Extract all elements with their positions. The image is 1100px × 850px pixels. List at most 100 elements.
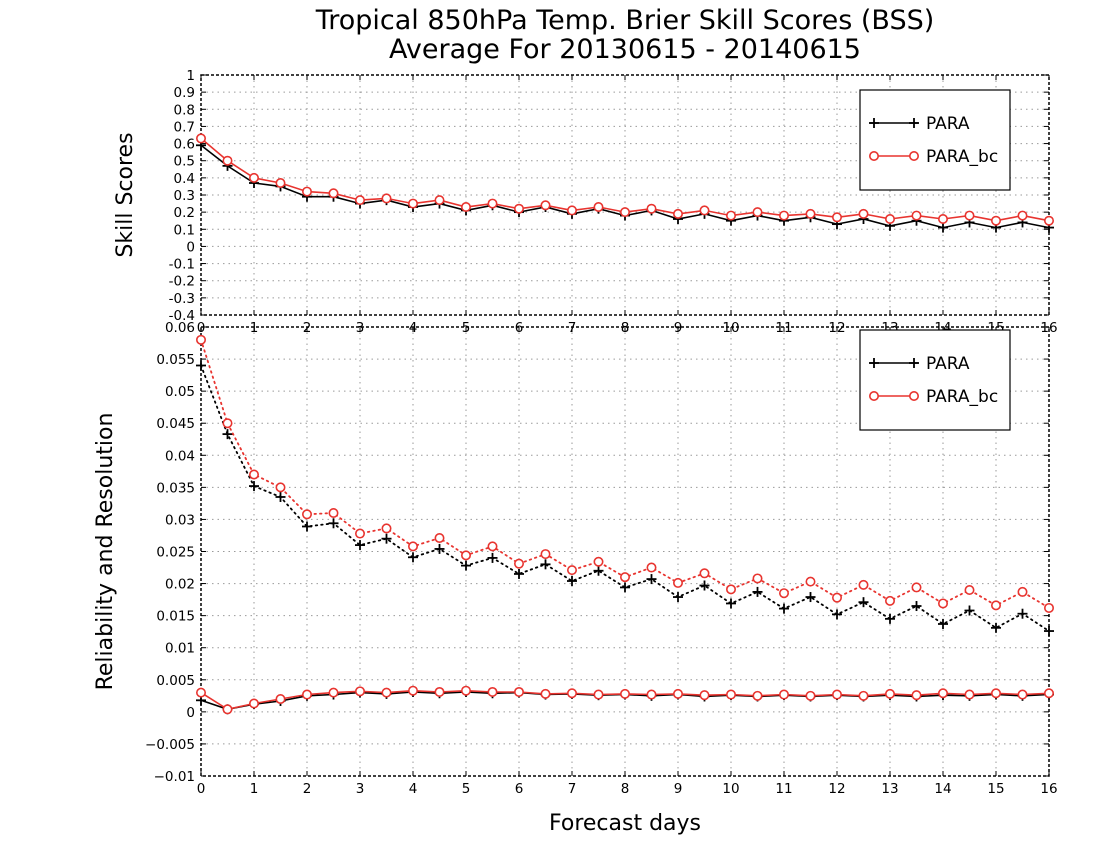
data-point (884, 595, 895, 606)
data-point (725, 689, 736, 700)
data-point (514, 568, 524, 579)
data-point (646, 203, 657, 214)
data-point (726, 598, 736, 609)
data-point (858, 579, 869, 590)
data-point (672, 577, 683, 588)
data-point (964, 210, 975, 221)
data-point (593, 565, 604, 576)
data-point (778, 210, 789, 221)
reliability-resolution-panel: −0.01 −0.005 0 0.005 0.01 0.015 0.02 0.025 0.03 0… (93, 320, 1058, 836)
data-point (540, 559, 551, 570)
y-tick-label: 0.05 (165, 384, 195, 400)
data-point (1017, 210, 1028, 221)
data-point (1017, 608, 1028, 619)
data-point (778, 689, 789, 700)
chart-title-line1: Tropical 850hPa Temp. Brier Skill Scores… (315, 5, 935, 36)
data-point (646, 689, 657, 700)
data-point (1044, 602, 1055, 613)
data-point (937, 598, 948, 609)
data-point (302, 521, 312, 532)
y-axis-label: Skill Scores (113, 132, 138, 257)
x-tick-label: 12 (828, 781, 845, 797)
y-tick-label: 0.2 (174, 205, 195, 221)
data-point (990, 215, 1001, 226)
x-axis-label: Forecast days (549, 811, 701, 836)
data-point (831, 592, 842, 603)
legend-entry: PARA (869, 114, 970, 134)
legend-marker (869, 118, 879, 128)
x-tick-label: 0 (197, 781, 206, 797)
data-point (408, 552, 418, 563)
x-tick-label: 15 (987, 781, 1004, 797)
data-point (699, 690, 710, 701)
y-tick-label: 0.7 (174, 119, 195, 135)
data-point (911, 690, 922, 701)
data-point (222, 418, 233, 429)
data-point (1017, 586, 1028, 597)
y-tick-label: 0.045 (156, 416, 195, 432)
x-tick-label: 7 (568, 781, 577, 797)
data-point (779, 603, 789, 614)
data-point (381, 533, 392, 544)
data-point (567, 576, 577, 587)
x-tick-label: 11 (775, 781, 792, 797)
data-point (911, 210, 922, 221)
series-para-bc-solid (196, 685, 1055, 715)
y-tick-label: 0.4 (174, 171, 195, 187)
data-point (699, 568, 710, 579)
data-point (301, 689, 312, 700)
data-point (752, 573, 763, 584)
data-point (672, 688, 683, 699)
data-point (619, 207, 630, 218)
data-point (275, 178, 286, 189)
legend-marker (868, 151, 879, 162)
x-tick-label: 2 (303, 781, 312, 797)
series-para-dotted (196, 360, 1054, 637)
data-point (354, 528, 365, 539)
y-axis-label: Reliability and Resolution (93, 413, 118, 691)
legend-label: PARA_bc (926, 147, 998, 167)
data-point (434, 686, 445, 697)
data-point (673, 592, 683, 603)
legend-marker (869, 358, 879, 368)
data-point (407, 198, 418, 209)
data-point (858, 690, 869, 701)
data-point (566, 688, 577, 699)
y-tick-label: 0.02 (165, 577, 195, 593)
data-point (328, 188, 339, 199)
data-point (832, 609, 842, 620)
y-tick-label: 0.8 (174, 102, 195, 118)
data-point (646, 574, 657, 585)
data-point (301, 186, 312, 197)
data-point (249, 172, 260, 183)
y-tick-label: 0.01 (165, 641, 195, 657)
legend-label: PARA (926, 114, 970, 134)
data-point (884, 688, 895, 699)
skill-scores-panel: -0.4-0.3-0.2-0.100.10.20.30.40.50.60.70.… (113, 68, 1058, 336)
y-tick-label: 0.9 (174, 85, 195, 101)
y-tick-label: 0.025 (156, 545, 195, 561)
data-point (540, 549, 551, 560)
y-tick-label: 0.015 (156, 609, 195, 625)
data-point (460, 550, 471, 561)
y-tick-label: -0.1 (169, 257, 195, 273)
data-point (752, 207, 763, 218)
legend-entry: PARA_bc (868, 147, 998, 167)
data-point (964, 605, 975, 616)
y-tick-label: 1 (186, 68, 195, 84)
data-point (831, 212, 842, 223)
data-point (249, 481, 259, 492)
data-point (937, 688, 948, 699)
data-point (911, 582, 922, 593)
data-point (328, 508, 339, 519)
data-point (990, 600, 1001, 611)
y-tick-label: 0.03 (165, 512, 195, 528)
x-tick-label: 14 (934, 781, 951, 797)
data-point (487, 198, 498, 209)
data-point (937, 214, 948, 225)
data-point (275, 694, 286, 705)
data-point (487, 552, 498, 563)
data-point (911, 601, 922, 612)
data-point (354, 686, 365, 697)
data-point (513, 558, 524, 569)
